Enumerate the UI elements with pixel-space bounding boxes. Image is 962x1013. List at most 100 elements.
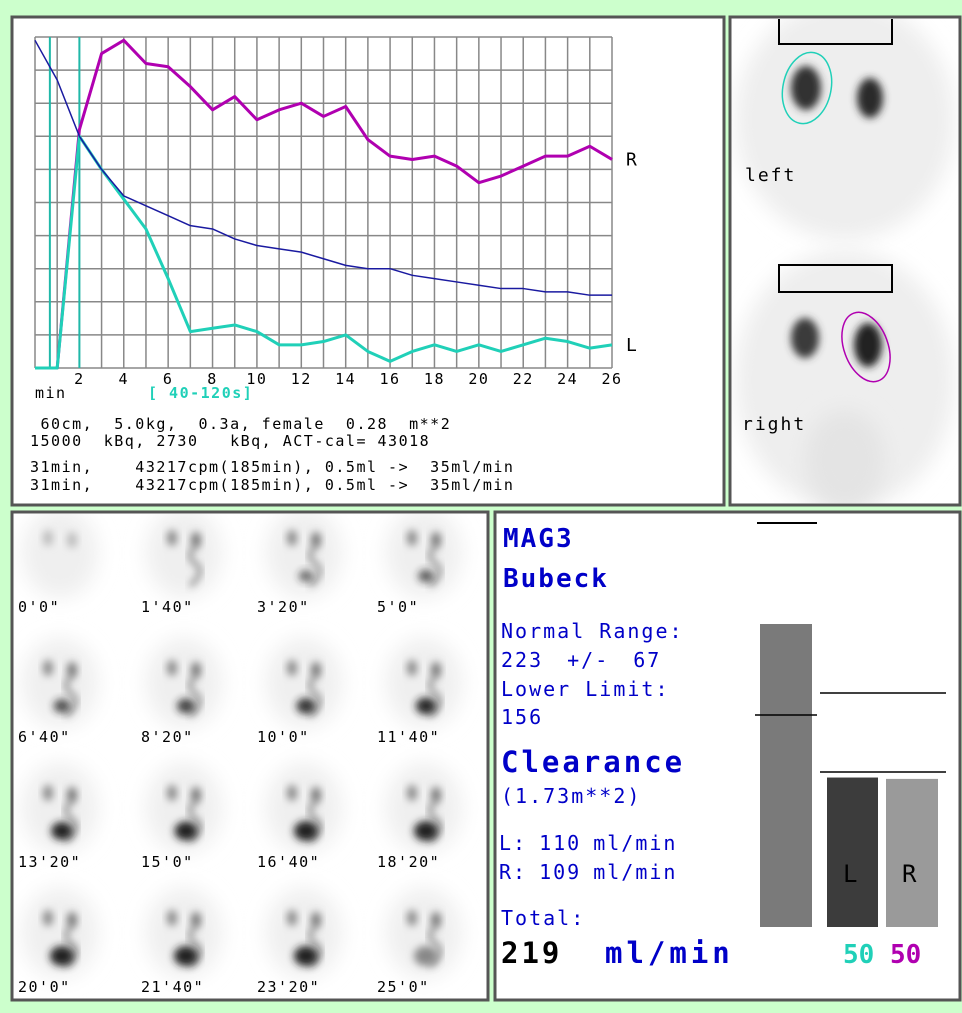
normal-bar xyxy=(760,624,812,927)
frame-time-label: 6'40" xyxy=(18,728,71,746)
unit: ml/min xyxy=(593,831,677,855)
window-label: [ 40-120s] xyxy=(148,384,253,402)
frame-body xyxy=(266,508,342,598)
frame-kidney xyxy=(311,787,321,803)
frame-body xyxy=(22,638,98,728)
right-label: R: xyxy=(499,860,527,884)
frame-bladder xyxy=(174,946,198,966)
frame-kidney xyxy=(67,662,77,678)
frame-kidney xyxy=(43,785,53,801)
series-label: L xyxy=(626,335,637,356)
frame-time-label: 18'20" xyxy=(377,853,440,871)
normal-range: 223+/-67 xyxy=(501,648,661,672)
frame-time-label: 25'0" xyxy=(377,978,430,996)
right-image-label: right xyxy=(742,414,806,435)
left-image-label: left xyxy=(745,165,796,186)
frame-time-label: 5'0" xyxy=(377,598,419,616)
screen: 2468101214161820222426RL min [ 40-120s] … xyxy=(0,0,962,1009)
right-percent: 50 xyxy=(890,940,921,970)
x-tick-label: 2 xyxy=(74,370,85,388)
frame-kidney xyxy=(167,785,177,801)
frame-kidney xyxy=(431,662,441,678)
frame-time-label: 16'40" xyxy=(257,853,320,871)
frame-body xyxy=(22,508,98,598)
frame-time-label: 15'0" xyxy=(141,853,194,871)
frame-kidney xyxy=(191,532,201,548)
bar-label: L xyxy=(843,860,857,888)
frame-kidney xyxy=(407,530,417,546)
frame-bladder xyxy=(416,698,436,715)
info-line: 60cm, 5.0kg, 0.3a, female 0.28 m**2 xyxy=(30,415,451,433)
tracer: MAG3 xyxy=(503,524,574,554)
frame-kidney xyxy=(167,910,177,926)
frame-bladder xyxy=(175,822,198,841)
frame-kidney xyxy=(167,660,177,676)
frame-kidney xyxy=(431,787,441,803)
frame-bladder xyxy=(296,698,315,714)
frame-kidney xyxy=(67,912,77,928)
info-line: 31min, 43217cpm(185min), 0.5ml -> 35ml/m… xyxy=(30,458,514,476)
frame-kidney xyxy=(43,530,53,546)
right-bar xyxy=(886,779,938,927)
x-tick-label: 16 xyxy=(380,370,401,388)
lower-limit: 156 xyxy=(501,705,543,729)
frame-bladder xyxy=(299,570,313,582)
frame-kidney xyxy=(431,912,441,928)
frame-body xyxy=(146,638,222,728)
total-unit: ml/min xyxy=(605,936,734,970)
bsa-label: (1.73m**2) xyxy=(501,784,641,808)
frame-kidney xyxy=(287,910,297,926)
frame-bladder xyxy=(51,822,73,840)
bar-label: R xyxy=(902,860,917,888)
x-tick-label: 4 xyxy=(119,370,130,388)
normal-mean: 223 xyxy=(501,648,543,672)
frame-kidney xyxy=(191,912,201,928)
page: { "chart_data": { "type": "line", "x": [… xyxy=(0,0,962,1009)
frame-kidney xyxy=(407,785,417,801)
left-value: 110 xyxy=(539,831,581,855)
normal-range-label: Normal Range: xyxy=(501,619,684,643)
method: Bubeck xyxy=(503,564,609,594)
frame-time-label: 10'0" xyxy=(257,728,310,746)
frame-bladder xyxy=(50,946,74,966)
frame-bladder xyxy=(294,946,318,966)
clearance-label: Clearance xyxy=(501,745,685,779)
left-bar xyxy=(827,778,878,927)
frame-time-label: 0'0" xyxy=(18,598,60,616)
frame-time-label: 23'20" xyxy=(257,978,320,996)
frame-time-label: 8'20" xyxy=(141,728,194,746)
frame-kidney xyxy=(43,910,53,926)
frame-time-label: 3'20" xyxy=(257,598,310,616)
frame-kidney xyxy=(167,530,177,546)
frame-kidney xyxy=(67,787,77,803)
frame-bladder xyxy=(54,699,71,713)
frame-kidney xyxy=(191,787,201,803)
x-tick-label: 22 xyxy=(513,370,534,388)
frame-kidney xyxy=(407,660,417,676)
right-value: 109 xyxy=(539,860,581,884)
frame-bladder xyxy=(177,699,195,714)
frame-time-label: 21'40" xyxy=(141,978,204,996)
frame-kidney xyxy=(67,532,77,548)
x-tick-label: 26 xyxy=(601,370,622,388)
x-tick-label: 24 xyxy=(557,370,578,388)
frame-kidney xyxy=(287,785,297,801)
frame-body xyxy=(146,508,222,598)
normal-sd: 67 xyxy=(633,648,661,672)
info-line: 15000 kBq, 2730 kBq, ACT-cal= 43018 xyxy=(30,432,430,450)
unit: ml/min xyxy=(593,860,677,884)
frame-kidney xyxy=(287,660,297,676)
total-value: 219 xyxy=(501,936,562,970)
x-tick-label: 14 xyxy=(335,370,356,388)
x-axis-label: min xyxy=(35,384,67,402)
frame-kidney xyxy=(311,912,321,928)
x-tick-label: 20 xyxy=(468,370,489,388)
left-label: L: xyxy=(499,831,527,855)
frame-kidney xyxy=(191,662,201,678)
left-percent: 50 xyxy=(843,940,874,970)
frame-body xyxy=(386,508,462,598)
frame-time-label: 11'40" xyxy=(377,728,440,746)
frame-body xyxy=(386,638,462,728)
frame-bladder xyxy=(418,570,434,583)
total-label: Total: xyxy=(501,906,585,930)
